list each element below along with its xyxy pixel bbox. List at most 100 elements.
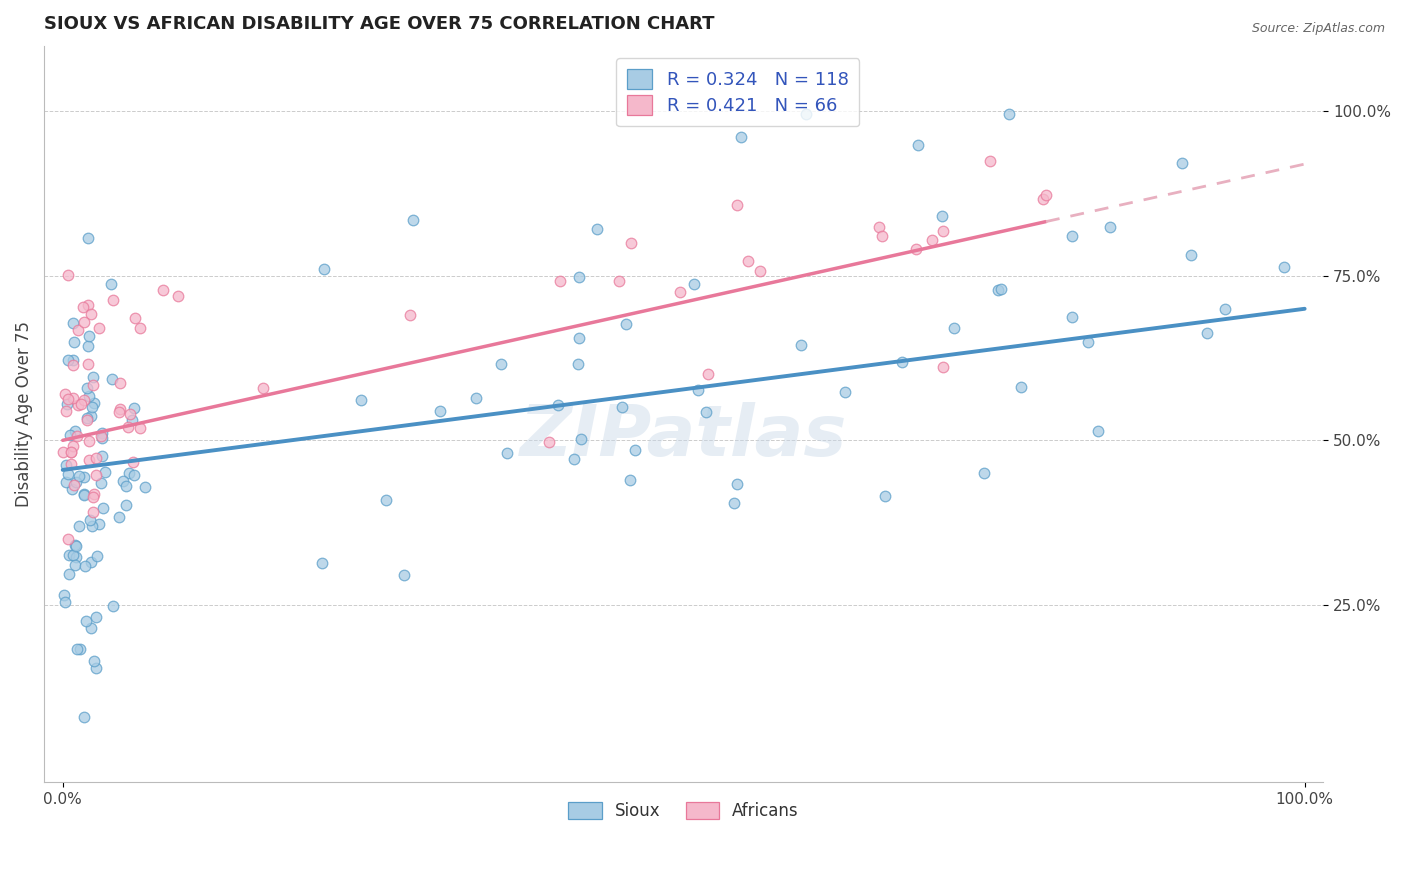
Point <box>931 359 953 374</box>
Point <box>82 518 104 533</box>
Point <box>67 469 90 483</box>
Point <box>77 230 100 244</box>
Point <box>1195 326 1218 340</box>
Point <box>62 391 84 405</box>
Point <box>60 482 83 496</box>
Point <box>73 488 96 502</box>
Point <box>115 498 138 512</box>
Point <box>429 403 451 417</box>
Point <box>401 213 423 227</box>
Point <box>134 480 156 494</box>
Point <box>129 421 152 435</box>
Point <box>58 392 80 407</box>
Point <box>87 321 110 335</box>
Point <box>118 466 141 480</box>
Point <box>998 107 1021 121</box>
Point <box>62 352 84 367</box>
Point <box>129 320 152 334</box>
Point <box>73 487 96 501</box>
Point <box>725 197 748 211</box>
Point <box>53 588 76 602</box>
Point <box>108 376 131 391</box>
Point <box>538 434 561 449</box>
Point <box>686 383 709 397</box>
Point <box>65 475 87 489</box>
Point <box>562 451 585 466</box>
Point <box>697 367 720 381</box>
Point <box>111 474 134 488</box>
Point <box>868 219 890 234</box>
Point <box>84 451 107 466</box>
Point <box>921 233 943 247</box>
Point <box>90 428 112 442</box>
Point <box>77 298 100 312</box>
Point <box>73 392 96 407</box>
Point <box>108 510 131 524</box>
Point <box>63 477 86 491</box>
Point <box>53 386 76 401</box>
Point <box>56 532 79 546</box>
Point <box>1099 220 1122 235</box>
Point <box>86 660 108 674</box>
Point <box>76 381 98 395</box>
Point <box>82 490 104 504</box>
Point <box>65 549 87 564</box>
Point <box>121 413 143 427</box>
Point <box>979 154 1001 169</box>
Point <box>311 556 333 570</box>
Point <box>82 378 104 392</box>
Point <box>108 405 131 419</box>
Point <box>1062 310 1084 325</box>
Point <box>69 642 91 657</box>
Point <box>55 475 77 490</box>
Point <box>66 323 89 337</box>
Point <box>392 568 415 582</box>
Point <box>1031 192 1053 206</box>
Point <box>115 479 138 493</box>
Point <box>723 495 745 509</box>
Point <box>1170 156 1192 170</box>
Point <box>77 357 100 371</box>
Point <box>77 339 100 353</box>
Point <box>67 398 90 412</box>
Point <box>569 432 592 446</box>
Text: SIOUX VS AFRICAN DISABILITY AGE OVER 75 CORRELATION CHART: SIOUX VS AFRICAN DISABILITY AGE OVER 75 … <box>44 15 714 33</box>
Point <box>1087 425 1109 439</box>
Point <box>65 558 87 572</box>
Point <box>973 466 995 480</box>
Point <box>86 549 108 563</box>
Point <box>83 654 105 668</box>
Point <box>100 277 122 291</box>
Point <box>1060 229 1083 244</box>
Point <box>990 282 1012 296</box>
Point <box>350 393 373 408</box>
Point <box>62 358 84 372</box>
Point <box>496 446 519 460</box>
Point <box>56 353 79 368</box>
Point <box>90 475 112 490</box>
Point <box>568 331 591 345</box>
Point <box>75 615 97 629</box>
Point <box>91 501 114 516</box>
Point <box>79 513 101 527</box>
Point <box>77 453 100 467</box>
Point <box>586 221 609 235</box>
Point <box>56 467 79 482</box>
Point <box>84 610 107 624</box>
Point <box>1180 248 1202 262</box>
Point <box>375 493 398 508</box>
Point <box>55 404 77 418</box>
Point <box>80 555 103 569</box>
Point <box>794 107 817 121</box>
Point <box>1274 260 1296 275</box>
Point <box>73 470 96 484</box>
Point <box>91 449 114 463</box>
Point <box>59 445 82 459</box>
Point <box>1213 302 1236 317</box>
Point <box>80 307 103 321</box>
Point <box>834 384 856 399</box>
Point <box>620 236 643 251</box>
Point <box>943 321 966 335</box>
Point <box>83 396 105 410</box>
Point <box>907 138 929 153</box>
